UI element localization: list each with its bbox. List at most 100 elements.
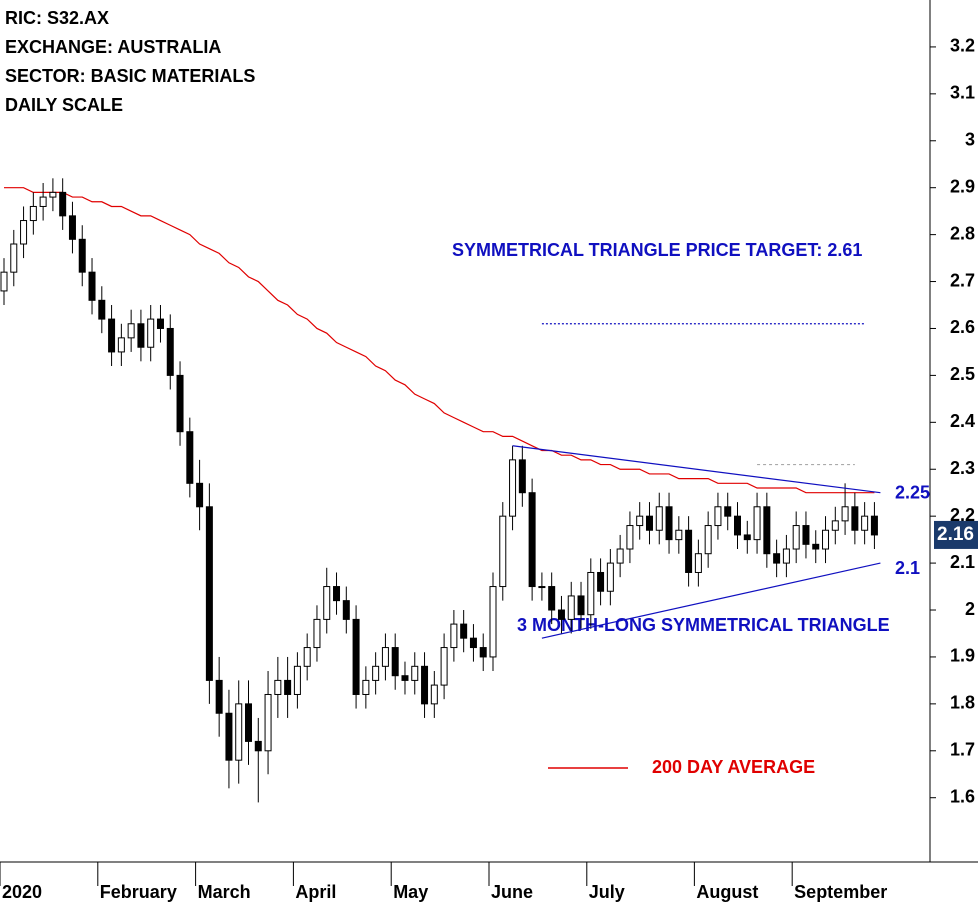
candle-body [597, 571, 605, 592]
candle-body [861, 515, 869, 531]
candle-body [137, 323, 145, 348]
candle-body [685, 529, 693, 573]
y-tick-label: 2.3 [950, 458, 975, 478]
candle-body [518, 459, 526, 494]
y-tick-label: 2.5 [950, 364, 975, 384]
trendline-label: 2.1 [895, 558, 920, 578]
info-block: RIC: S32.AX EXCHANGE: AUSTRALIA SECTOR: BA… [5, 8, 255, 115]
candle-body [587, 571, 595, 616]
candle-body [841, 506, 849, 522]
candle-body [734, 515, 741, 536]
candle-body [655, 506, 663, 531]
x-tick-label: March [198, 882, 251, 902]
y-tick-label: 1.7 [950, 740, 975, 760]
candle-body [362, 679, 370, 695]
candle-body [763, 506, 771, 555]
candle-body [528, 492, 536, 588]
candle-body [724, 506, 732, 517]
candle-body [0, 271, 8, 292]
candle-body [274, 679, 282, 695]
y-tick-label: 2.4 [950, 411, 975, 431]
x-tick-label: 2020 [2, 882, 42, 902]
candle-body [117, 337, 125, 353]
candle-body [665, 506, 673, 541]
trendline-label: 2.25 [895, 482, 930, 502]
candle-body [225, 712, 233, 761]
candle-body [98, 299, 106, 320]
candle-body [743, 534, 751, 541]
candle-body [450, 623, 458, 649]
candle-body [10, 243, 18, 273]
candle-body [469, 637, 477, 649]
candle-body [196, 482, 204, 508]
candle-body [381, 647, 389, 667]
candle-body [333, 586, 341, 602]
y-tick-label: 1.8 [950, 693, 975, 713]
candle-body [254, 740, 262, 752]
trendline [512, 445, 881, 494]
x-tick-label: September [794, 882, 887, 902]
candle-body [342, 600, 350, 620]
moving-average [4, 187, 875, 494]
y-tick-label: 2.7 [950, 270, 975, 290]
candle-body [802, 525, 810, 545]
pattern-label: 3 MONTH-LONG SYMMETRICAL TRIANGLE [517, 615, 890, 635]
candle-body [372, 665, 380, 681]
candle-body [323, 586, 331, 620]
candle-body [49, 191, 57, 198]
target-label: SYMMETRICAL TRIANGLE PRICE TARGET: 2.61 [452, 240, 862, 260]
last-price-label: 2.16 [937, 524, 974, 545]
candle-body [186, 431, 194, 484]
y-tick-label: 2.9 [950, 176, 975, 196]
candle-body [773, 553, 781, 564]
candle-body [59, 191, 67, 217]
candle-body [176, 374, 184, 433]
candle-body [166, 327, 174, 376]
y-tick-label: 2 [965, 599, 975, 619]
candle-body [352, 618, 360, 695]
candle-body [29, 205, 37, 222]
candle-body [108, 318, 116, 353]
candle-body [675, 529, 683, 541]
y-tick-label: 3 [965, 130, 975, 150]
y-tick-label: 3.2 [950, 36, 975, 56]
candle-body [421, 665, 429, 705]
info-line: SECTOR: BASIC MATERIALS [5, 66, 255, 86]
y-tick-label: 3.1 [950, 83, 975, 103]
y-tick-label: 2.2 [950, 505, 975, 525]
candle-body [205, 506, 213, 681]
candle-body [782, 548, 790, 564]
candle-body [557, 609, 565, 620]
candle-body [401, 675, 409, 681]
x-tick-label: August [696, 882, 758, 902]
candle-body [440, 647, 448, 686]
candle-body [127, 323, 135, 339]
x-tick-label: May [393, 882, 428, 902]
candle-body [293, 665, 301, 695]
x-tick-label: February [100, 882, 177, 902]
candle-body [509, 459, 517, 517]
candle-body [831, 520, 839, 531]
candle-body [704, 525, 712, 555]
candle-body [147, 318, 155, 348]
candle-body [714, 506, 722, 527]
candle-body [694, 553, 702, 573]
candle-body [812, 543, 820, 550]
candle-body [851, 506, 859, 531]
trendline [541, 562, 881, 639]
candle-body [753, 506, 761, 541]
candle-body [39, 196, 47, 207]
candle-body [156, 318, 164, 329]
x-tick-label: June [491, 882, 533, 902]
candle-body [391, 647, 399, 677]
x-tick-label: July [589, 882, 625, 902]
y-tick-label: 2.6 [950, 317, 975, 337]
candle-body [20, 220, 28, 245]
candle-body [870, 515, 878, 536]
candle-body [626, 525, 634, 550]
candle-body [822, 529, 830, 550]
last-price-box [934, 520, 978, 549]
candle-body [606, 562, 614, 592]
